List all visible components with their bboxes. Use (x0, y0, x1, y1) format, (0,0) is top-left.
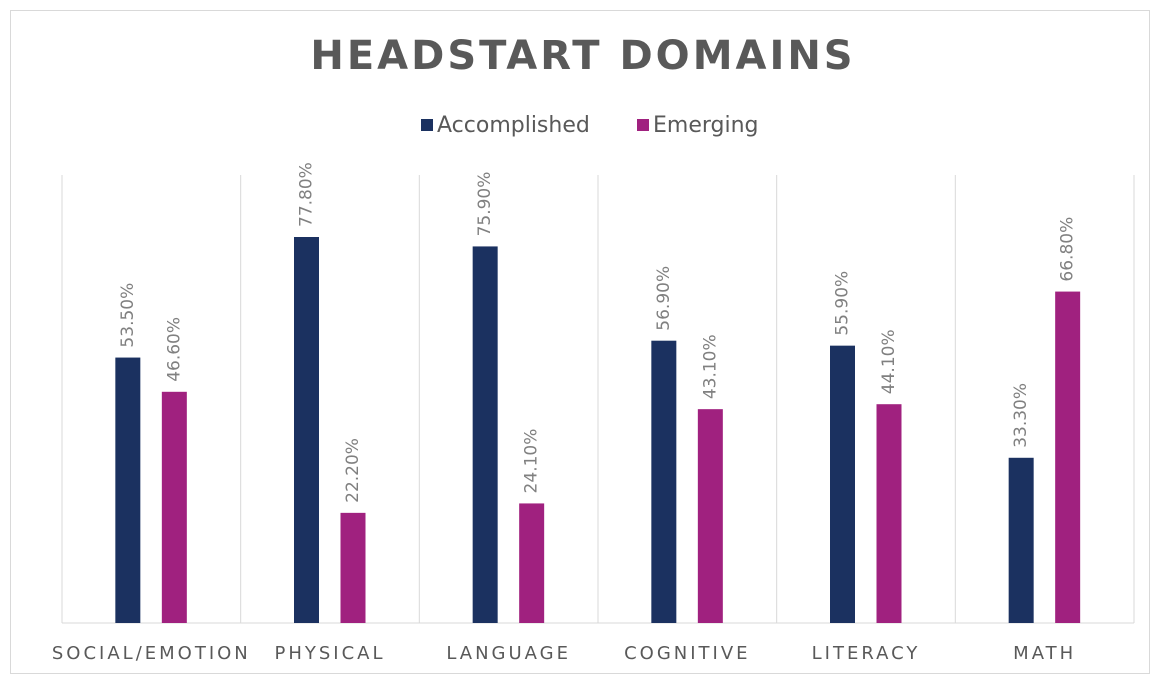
bar (1008, 457, 1034, 623)
bar (294, 237, 319, 623)
x-tick-label: LANGUAGE (446, 643, 571, 664)
data-label: 24.10% (522, 429, 542, 494)
bar (651, 340, 677, 623)
x-tick-label: PHYSICAL (274, 643, 385, 664)
bar (830, 345, 855, 623)
data-label: 46.60% (164, 317, 184, 382)
legend-label: Emerging (653, 113, 759, 138)
x-tick-label: LITERACY (812, 643, 921, 664)
data-label: 56.90% (654, 266, 674, 331)
bar (697, 409, 723, 623)
bar (1055, 291, 1081, 623)
legend-swatch (637, 119, 649, 131)
chart-frame (10, 10, 1150, 674)
data-label: 22.20% (343, 438, 363, 503)
bar (115, 357, 141, 623)
bar (340, 512, 366, 623)
data-label: 77.80% (297, 162, 317, 227)
chart-title: HEADSTART DOMAINS (310, 33, 855, 79)
bar (161, 391, 187, 623)
bar (472, 246, 498, 623)
x-tick-label: COGNITIVE (624, 643, 750, 664)
data-label: 75.90% (475, 172, 495, 237)
data-label: 66.80% (1058, 217, 1078, 282)
data-label: 44.10% (879, 329, 899, 394)
bar (876, 404, 902, 623)
bar (519, 503, 545, 623)
legend-swatch (421, 119, 433, 131)
x-tick-label: MATH (1013, 643, 1076, 664)
x-tick-label: SOCIAL/EMOTION (52, 643, 251, 664)
data-label: 55.90% (833, 271, 853, 336)
data-label: 53.50% (118, 283, 138, 348)
data-label: 33.30% (1011, 383, 1031, 448)
data-label: 43.10% (700, 334, 720, 399)
legend-label: Accomplished (437, 113, 590, 138)
